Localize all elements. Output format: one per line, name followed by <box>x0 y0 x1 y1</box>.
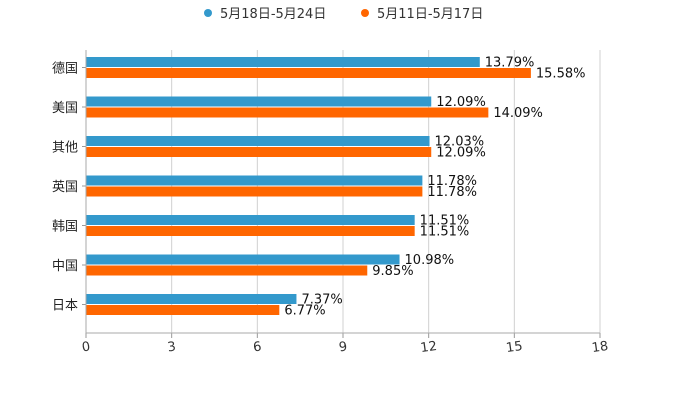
category-label: 美国 <box>52 101 78 116</box>
bars <box>86 57 531 315</box>
data-label-1-1: 13.79% <box>485 56 535 71</box>
x-tick-label: 3 <box>167 339 177 355</box>
category-label: 德国 <box>52 62 78 77</box>
category-label: 其他 <box>52 141 78 156</box>
data-label-2-4: 11.78% <box>427 185 477 200</box>
category-label: 中国 <box>52 259 78 274</box>
bar-1-4[interactable] <box>86 175 423 186</box>
legend-marker-1[interactable] <box>204 9 212 17</box>
data-labels: 13.79%15.58%12.09%14.09%12.03%12.09%11.7… <box>284 56 585 319</box>
x-tick-label: 12 <box>419 339 437 356</box>
bar-1-5[interactable] <box>86 215 415 225</box>
data-label-2-3: 12.09% <box>436 146 486 161</box>
bar-1-7[interactable] <box>86 294 297 304</box>
x-tick-label: 0 <box>81 339 91 355</box>
data-label-2-2: 14.09% <box>493 106 543 121</box>
category-label: 英国 <box>52 180 78 195</box>
x-tick-label: 15 <box>505 339 523 356</box>
data-label-1-6: 10.98% <box>405 253 455 268</box>
x-tick-label: 6 <box>252 339 262 355</box>
data-label-2-7: 6.77% <box>284 304 325 319</box>
data-label-2-1: 15.58% <box>536 67 586 82</box>
category-label: 韩国 <box>52 220 78 235</box>
bar-1-2[interactable] <box>86 96 432 107</box>
x-tick-label: 18 <box>591 339 609 356</box>
legend-label-1[interactable]: 5月18日-5月24日 <box>220 7 326 22</box>
data-label-2-5: 11.51% <box>420 225 470 240</box>
value-axis: 0 3 6 9 12 15 18 <box>81 50 609 356</box>
data-label-1-7: 7.37% <box>301 293 342 308</box>
data-label-1-2: 12.09% <box>436 95 486 110</box>
legend: 5月18日-5月24日 5月11日-5月17日 <box>204 7 483 22</box>
data-label-1-5: 11.51% <box>420 214 470 229</box>
data-label-1-4: 11.78% <box>427 174 477 189</box>
bar-2-5[interactable] <box>86 226 415 236</box>
data-label-1-3: 12.03% <box>435 135 485 150</box>
legend-label-2[interactable]: 5月11日-5月17日 <box>377 7 483 22</box>
bar-2-4[interactable] <box>86 186 423 197</box>
bar-2-7[interactable] <box>86 305 280 315</box>
bar-2-3[interactable] <box>86 147 432 157</box>
category-label: 日本 <box>52 299 78 314</box>
legend-marker-2[interactable] <box>361 9 369 17</box>
bar-1-3[interactable] <box>86 136 430 146</box>
data-label-2-6: 9.85% <box>372 264 413 279</box>
bar-2-2[interactable] <box>86 107 489 118</box>
bar-2-1[interactable] <box>86 68 531 78</box>
bar-2-6[interactable] <box>86 265 368 276</box>
bar-1-6[interactable] <box>86 254 400 265</box>
x-tick-label: 9 <box>338 339 348 355</box>
bar-1-1[interactable] <box>86 57 480 67</box>
